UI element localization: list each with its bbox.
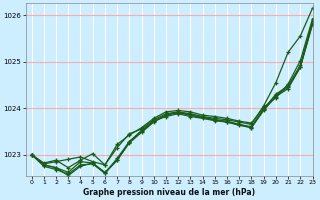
X-axis label: Graphe pression niveau de la mer (hPa): Graphe pression niveau de la mer (hPa)	[83, 188, 255, 197]
